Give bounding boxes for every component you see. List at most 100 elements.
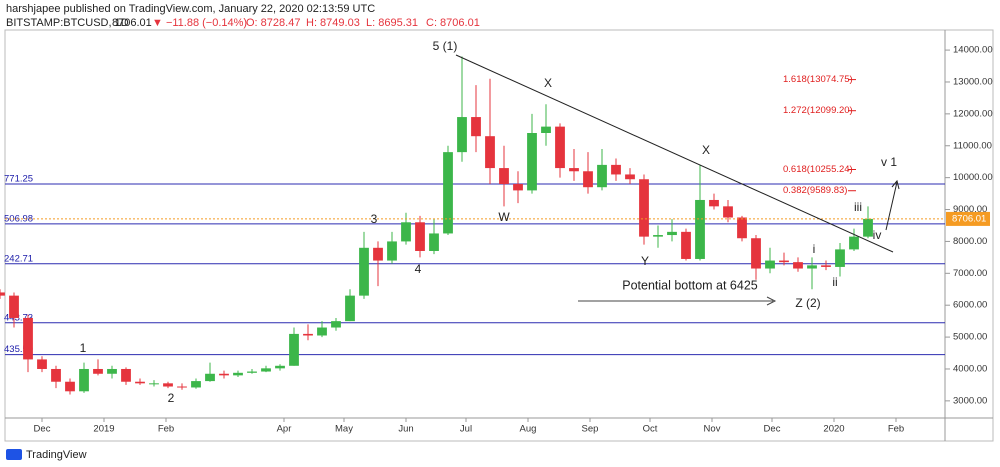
level-label: 435.50 [4, 344, 33, 355]
wave-label: 5 (1) [433, 39, 458, 53]
candle-body [541, 126, 551, 134]
candle-body [261, 368, 271, 372]
candle-body [303, 333, 313, 336]
candle-body [121, 368, 131, 382]
wave-label: ii [832, 275, 837, 289]
wave-label: 1 [80, 341, 87, 355]
fib-label: 1.272(12099.20) [783, 105, 853, 116]
x-tick-label: Feb [888, 424, 904, 435]
candle-body [499, 168, 509, 185]
candle-body [331, 321, 341, 328]
wave-label: i [813, 242, 816, 256]
candle-body [765, 260, 775, 269]
candle-body [863, 218, 873, 237]
candle-body [415, 222, 425, 251]
wave-label: Z (2) [795, 296, 820, 310]
wave-label: Y [641, 254, 649, 268]
candle-body [639, 179, 649, 237]
x-tick-label: Sep [582, 424, 599, 435]
candle-body [443, 152, 453, 234]
candle-body [401, 222, 411, 242]
candle-body [471, 117, 481, 137]
candle-body [457, 117, 467, 153]
candle-body [149, 383, 159, 385]
x-tick-label: 2019 [93, 424, 114, 435]
x-tick-label: Dec [764, 424, 781, 435]
candle-body [51, 368, 61, 382]
wave-label: iii [854, 200, 862, 214]
logo-icon [6, 449, 22, 460]
change: ▼ −11.88 (−0.14%) [152, 17, 247, 29]
candle-body [667, 231, 677, 236]
wave-label: W [498, 210, 510, 224]
candle-body [723, 206, 733, 218]
y-tick-label: 4000.00 [953, 363, 987, 374]
candle-body [107, 368, 117, 374]
x-tick-label: Aug [520, 424, 537, 435]
candle-body [597, 164, 607, 188]
candle-body [485, 136, 495, 169]
y-tick-label: 13000.00 [953, 76, 993, 87]
x-tick-label: 2020 [823, 424, 844, 435]
candle-body [23, 317, 33, 360]
x-tick-label: Nov [704, 424, 721, 435]
wave-label: 4 [415, 262, 422, 276]
close: C: 8706.01 [426, 17, 480, 29]
fib-label: 0.382(9589.83) [783, 185, 847, 196]
last-price-box [946, 211, 990, 226]
candle-body [849, 236, 859, 250]
candle-body [513, 184, 523, 191]
x-tick-label: Jul [460, 424, 472, 435]
candle-body [779, 260, 789, 263]
x-tick-label: Oct [643, 424, 658, 435]
candle-body [625, 174, 635, 180]
candle-body [611, 164, 621, 175]
x-tick-label: Feb [158, 424, 174, 435]
candle-body [0, 292, 5, 296]
candle-body [695, 199, 705, 259]
x-tick-label: Jun [398, 424, 413, 435]
fib-label: 1.618(13074.75) [783, 74, 853, 85]
candle-body [37, 359, 47, 369]
candle-body [653, 235, 663, 237]
y-tick-label: 11000.00 [953, 140, 992, 151]
candle-body [751, 238, 761, 269]
candle-body [135, 381, 145, 384]
candle-body [275, 365, 285, 369]
last-price-label: 8706.01 [952, 213, 986, 224]
candle-body [709, 199, 719, 207]
y-tick-label: 9000.00 [953, 204, 987, 215]
candle-body [821, 265, 831, 267]
wave-label: X [702, 143, 710, 157]
level-label: 242.71 [4, 253, 33, 264]
level-label: 771.25 [4, 174, 33, 185]
candle-body [555, 126, 565, 169]
note: Potential bottom at 6425 [622, 278, 758, 292]
x-tick-label: Apr [277, 424, 292, 435]
candle-body [387, 241, 397, 261]
y-tick-label: 5000.00 [953, 332, 987, 343]
wave-label: v 1 [881, 155, 897, 169]
candle-body [569, 168, 579, 172]
arrow-head [766, 296, 777, 306]
arrow-head [891, 179, 900, 190]
fib-label: 0.618(10255.24) [783, 164, 853, 175]
candle-body [359, 247, 369, 296]
candle-body [79, 368, 89, 392]
trend-line [455, 54, 894, 253]
price: 8706.01 [112, 17, 152, 29]
y-tick-label: 6000.00 [953, 300, 987, 311]
x-tick-label: Dec [34, 424, 51, 435]
symbol: BITSTAMP:BTCUSD, 1D [6, 17, 129, 29]
candle-body [9, 295, 19, 318]
candle-body [737, 217, 747, 239]
x-tick-label: May [335, 424, 353, 435]
candle-body [219, 373, 229, 376]
candle-body [807, 265, 817, 269]
high: H: 8749.03 [306, 17, 360, 29]
y-tick-label: 7000.00 [953, 268, 987, 279]
y-tick-label: 10000.00 [953, 172, 993, 183]
brand[interactable]: TradingView [26, 449, 87, 461]
candle-body [177, 386, 187, 388]
